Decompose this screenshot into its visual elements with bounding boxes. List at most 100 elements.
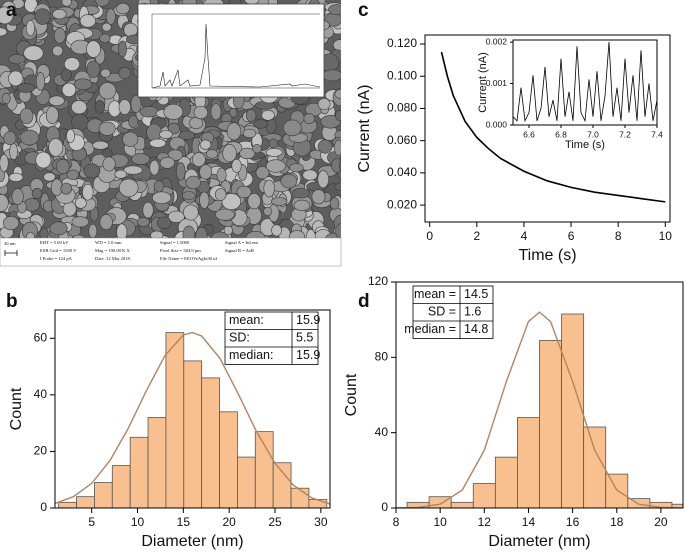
grain [55, 159, 70, 174]
grain [43, 172, 56, 182]
bar [219, 411, 238, 508]
bar [517, 417, 540, 508]
grain [193, 105, 208, 120]
grain [261, 109, 275, 121]
grain [242, 128, 257, 139]
x-axis-title: Diameter (nm) [141, 533, 243, 550]
grain [83, 163, 101, 179]
y-tick-label: 0.100 [387, 68, 417, 82]
grain [0, 194, 9, 212]
grain [153, 180, 164, 193]
y-tick-label: 0.020 [387, 197, 417, 211]
grain [79, 14, 97, 28]
scale-label: 20 nm [4, 241, 16, 246]
grain [99, 214, 113, 230]
grain [181, 191, 196, 200]
sem-info: EHT = 5.00 kV [40, 240, 69, 245]
bar [129, 436, 149, 508]
bar [237, 456, 256, 508]
y-tick-label: 40 [375, 425, 389, 439]
bar [450, 501, 474, 508]
grain [317, 170, 329, 189]
sem-info-bar [0, 237, 342, 267]
y-tick-label: 0.060 [387, 133, 417, 147]
grain [100, 68, 111, 78]
bar [308, 499, 328, 508]
grain [335, 110, 341, 121]
grain [61, 82, 77, 98]
grain [289, 163, 304, 173]
bar [183, 360, 203, 508]
grain [74, 197, 87, 209]
grain [205, 149, 219, 159]
grain [118, 178, 139, 198]
x-tick-label: 15 [177, 515, 191, 529]
grain [199, 164, 212, 180]
axes-frame [512, 39, 658, 126]
grain [116, 223, 128, 238]
plot-area [440, 51, 666, 203]
bar [290, 487, 310, 508]
x-tick-label: 5 [88, 515, 95, 529]
grain [48, 138, 64, 157]
grain [88, 223, 98, 238]
grain [9, 143, 18, 160]
stats-table [224, 311, 319, 365]
bar [539, 339, 562, 508]
grain [142, 201, 154, 219]
bar [583, 426, 607, 508]
grain [320, 114, 341, 129]
grain [152, 191, 172, 204]
grain [8, 54, 26, 65]
grain [222, 144, 237, 163]
axes-frame [395, 281, 684, 509]
grain [0, 6, 14, 25]
grain [156, 216, 172, 230]
sem-info: Signal = 1.0000 [160, 240, 190, 245]
grain [45, 106, 59, 125]
sem-info: ESB Grid = 1500 V [40, 248, 77, 253]
grain [64, 57, 81, 72]
grain [191, 152, 206, 167]
bar [111, 465, 131, 508]
stat-value: 14.8 [464, 322, 488, 336]
line-series [440, 51, 666, 203]
stat-label: mean: [229, 313, 264, 327]
fit-curve [55, 331, 330, 505]
grain [150, 230, 164, 238]
grain [0, 154, 9, 172]
grain [255, 166, 270, 180]
plot-area [513, 42, 657, 123]
x-tick-label: 14 [522, 515, 536, 529]
grain [185, 175, 201, 190]
grain [131, 153, 150, 165]
grain [138, 235, 150, 238]
grain [271, 197, 288, 206]
bar [472, 483, 496, 508]
stats-table [412, 285, 494, 339]
grain [329, 197, 340, 210]
y-tick-label: 0 [40, 500, 47, 514]
y-tick-label: 60 [34, 330, 48, 344]
grain [102, 148, 113, 159]
sem-info: WD = 5.0 mm [95, 240, 122, 245]
grain [252, 144, 262, 154]
grain [280, 173, 298, 189]
grain [139, 106, 159, 118]
grain [71, 100, 88, 115]
y-tick-label: 40 [34, 387, 48, 401]
grain [23, 45, 44, 61]
grain [334, 88, 341, 100]
x-tick-label: 25 [268, 515, 282, 529]
grain [334, 182, 341, 192]
grain [114, 169, 128, 179]
grain [302, 169, 318, 181]
stat-value: 5.5 [296, 331, 313, 345]
stat-value: 15.9 [296, 313, 320, 327]
grain [271, 224, 282, 237]
grain [116, 2, 130, 15]
grain [82, 183, 94, 201]
grain [303, 113, 316, 124]
grain [48, 95, 65, 107]
